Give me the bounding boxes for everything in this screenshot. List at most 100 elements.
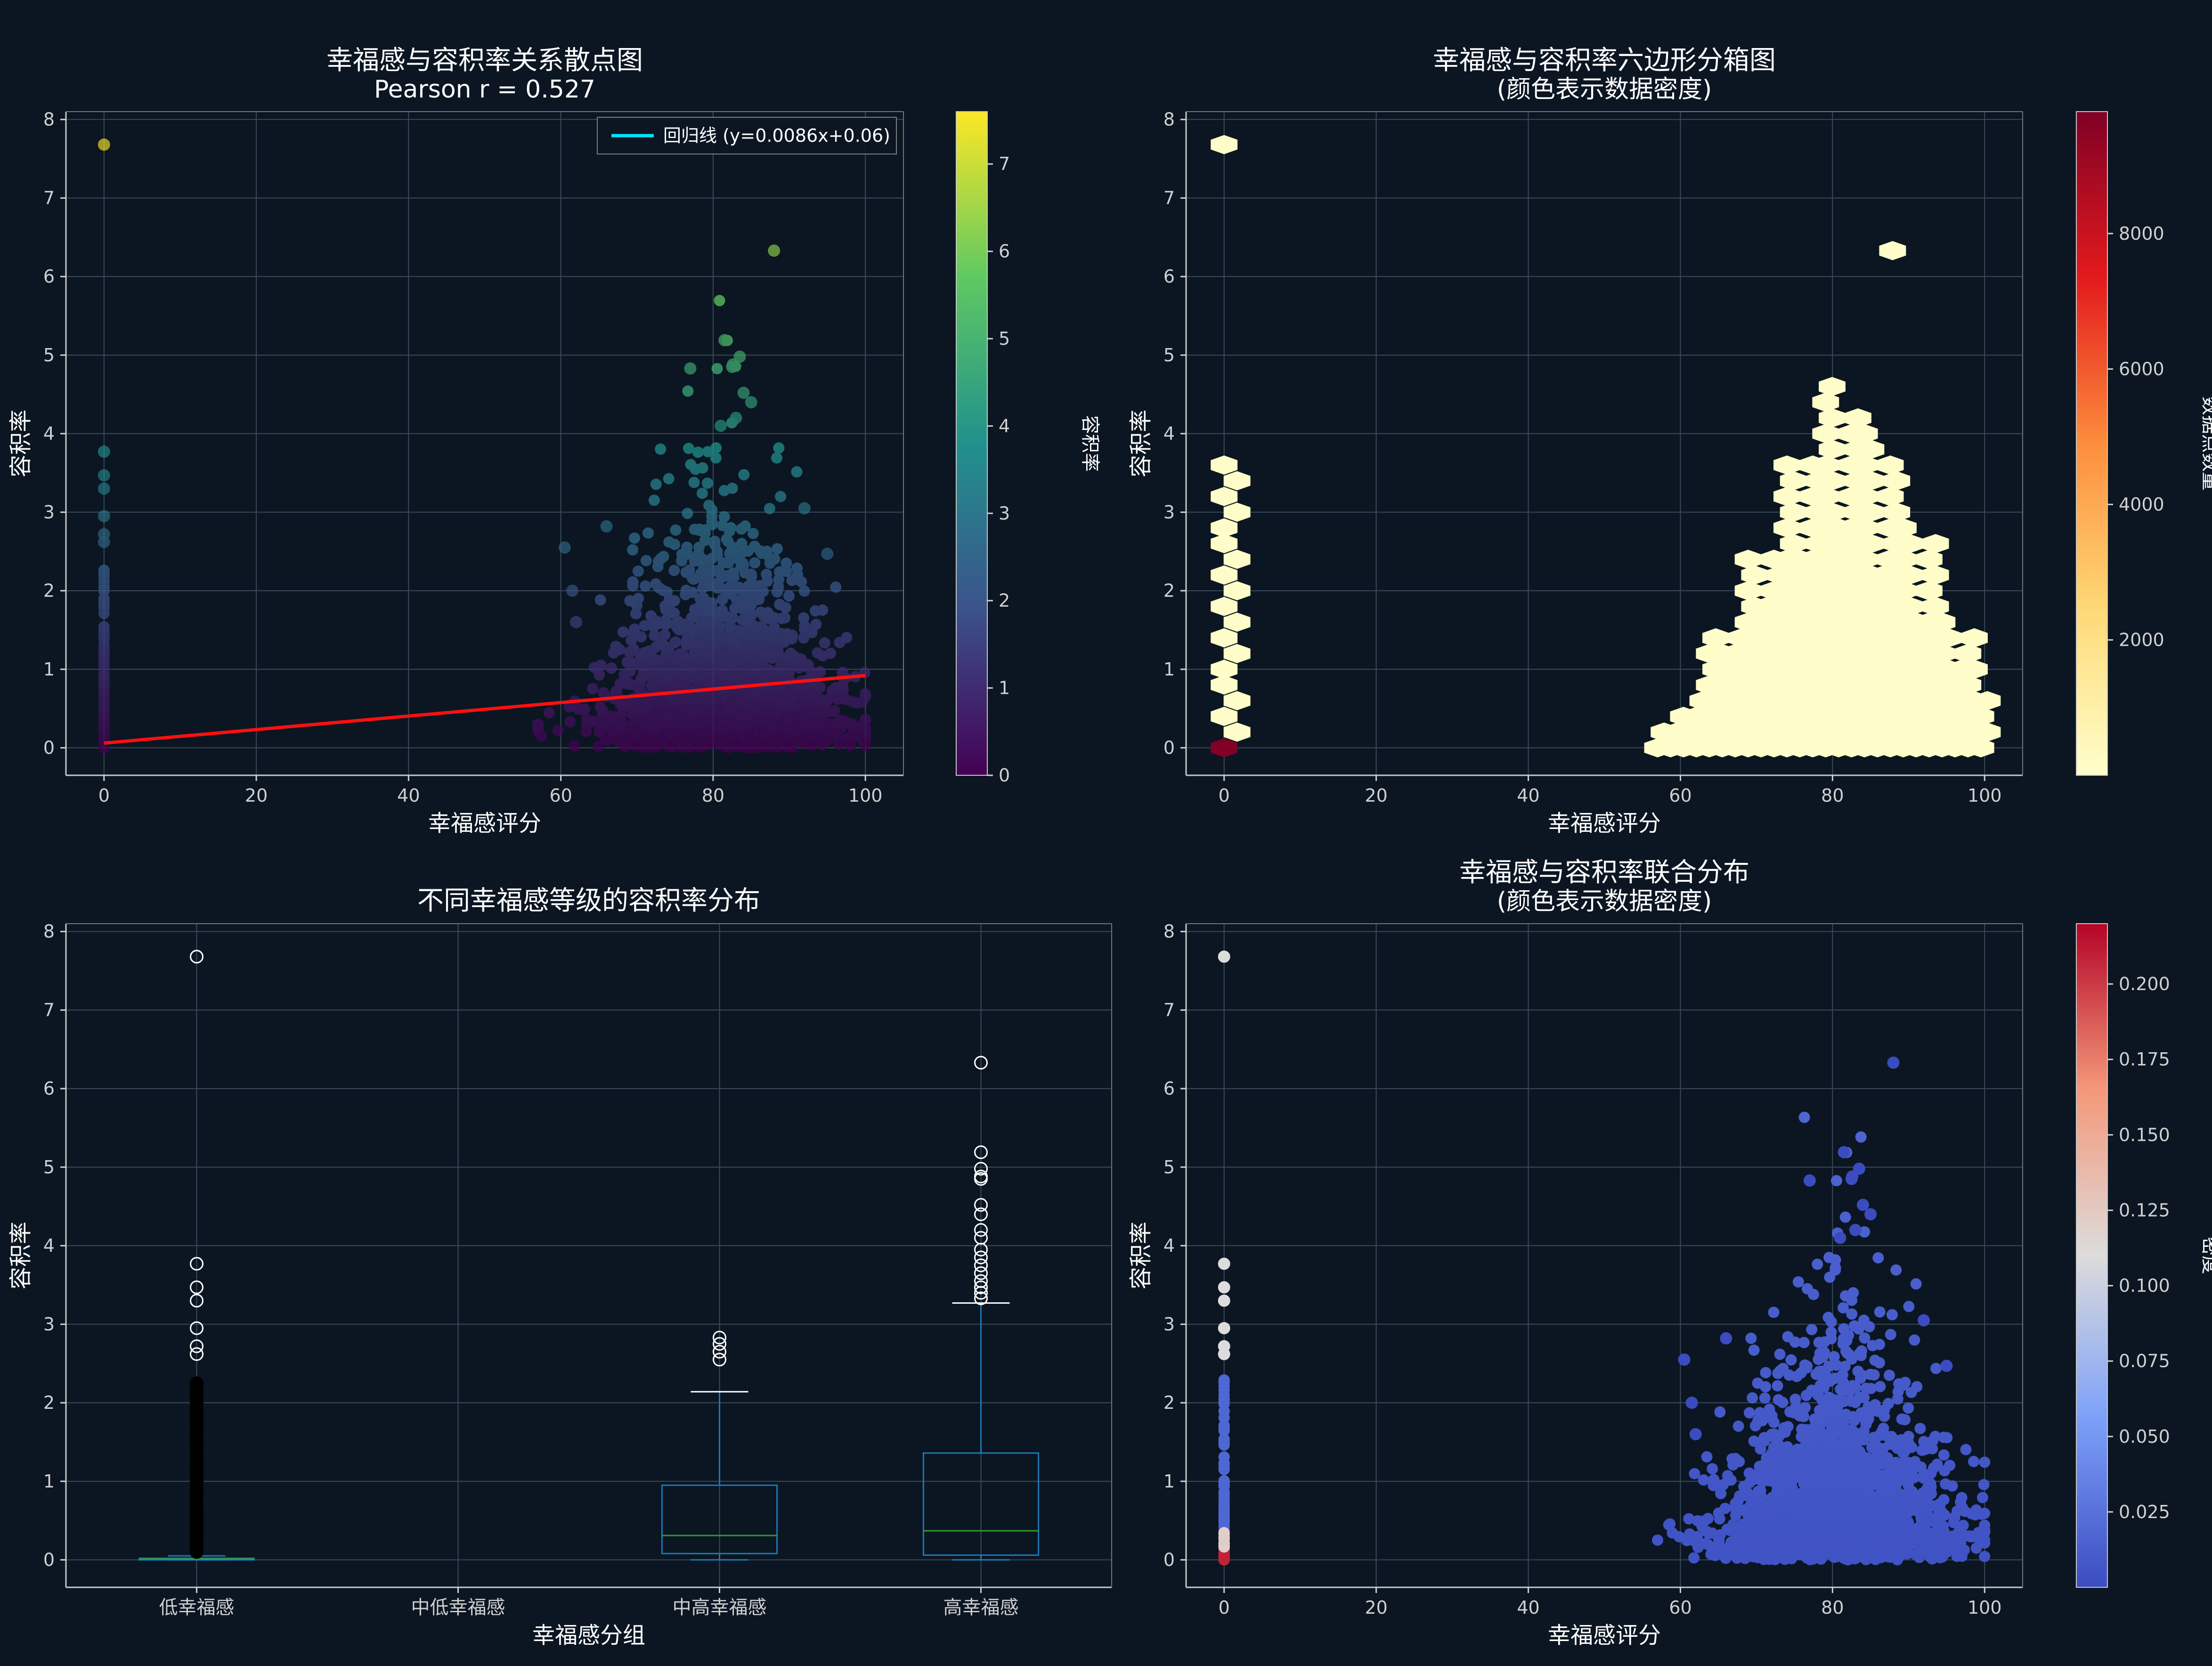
hex-2-218 xyxy=(1857,471,1885,491)
scatter-zero-point-1-92 xyxy=(98,595,110,607)
scatter-outlier-4-21 xyxy=(1685,1397,1698,1409)
colorbar-tick-label-4-5: 0.150 xyxy=(2119,1124,2170,1145)
scatter-point-1-1631 xyxy=(594,701,606,713)
ytick-label-2-7: 7 xyxy=(1163,187,1175,208)
scatter-point-4-649 xyxy=(1830,1175,1842,1187)
scatter-outlier-4-17 xyxy=(1720,1332,1732,1345)
scatter-outlier-1-1 xyxy=(98,446,110,458)
hex-2-17 xyxy=(1211,455,1238,475)
scatter-point-1-1635 xyxy=(787,689,799,701)
scatter-point-4-1286 xyxy=(1814,1379,1826,1391)
scatter-point-1-983 xyxy=(580,725,592,737)
scatter-zero-point-4-118 xyxy=(1218,1477,1230,1488)
scatter-zero-point-4-117 xyxy=(1218,1540,1230,1552)
hex-2-216 xyxy=(1857,502,1885,522)
ytick-label-4-1: 1 xyxy=(1163,1471,1175,1492)
scatter-point-1-1648 xyxy=(702,650,714,661)
xtick-label-1-0: 0 xyxy=(98,785,110,806)
scatter-point-1-1668 xyxy=(752,639,764,650)
scatter-point-4-836 xyxy=(1978,1479,1990,1490)
scatter-point-1-1692 xyxy=(707,603,718,615)
ytick-label-4-6: 6 xyxy=(1163,1078,1175,1099)
scatter-point-4-183 xyxy=(1874,1306,1886,1318)
scatter-point-4-1206 xyxy=(1830,1254,1841,1266)
scatter-point-4-1610 xyxy=(1795,1549,1807,1561)
hex-2-7 xyxy=(1223,612,1251,632)
scatter-point-4-1262 xyxy=(1714,1513,1725,1525)
scatter-point-4-413 xyxy=(1885,1329,1896,1341)
scatter-point-4-1548 xyxy=(1812,1390,1824,1401)
ytick-label-4-7: 7 xyxy=(1163,1000,1175,1020)
scatter-point-4-815 xyxy=(1929,1430,1941,1442)
scatter-outlier-4-15 xyxy=(1849,1224,1862,1236)
scatter-point-1-1489 xyxy=(700,618,712,630)
scatter-point-4-1612 xyxy=(1832,1475,1844,1487)
hex-2-317 xyxy=(1974,691,2001,710)
scatter-outlier-1-14 xyxy=(745,396,757,408)
scatter-point-1-1410 xyxy=(693,542,705,553)
scatter-point-1-785 xyxy=(776,612,788,624)
scatter-point-1-1060 xyxy=(818,708,830,720)
colorbar-tick-label-1-3: 3 xyxy=(999,503,1010,524)
scatter-point-4-1677 xyxy=(1771,1456,1782,1468)
category-label-3-1: 中低幸福感 xyxy=(411,1597,505,1618)
scatter-point-1-1388 xyxy=(753,659,765,671)
scatter-point-1-1213 xyxy=(837,680,848,691)
scatter-zero-point-1-78 xyxy=(98,622,110,634)
scatter-outlier-4-14 xyxy=(1864,1208,1877,1220)
hex-2-215 xyxy=(1851,518,1878,538)
scatter-point-4-1485 xyxy=(1869,1354,1881,1366)
scatter-zero-point-1-111 xyxy=(98,654,110,666)
scatter-point-4-1678 xyxy=(1900,1506,1911,1518)
box-flier-3-0-5 xyxy=(190,1339,203,1353)
scatter-point-4-1269 xyxy=(1859,1332,1870,1344)
scatter-point-1-1049 xyxy=(692,447,704,458)
hex-2-287 xyxy=(1915,581,1943,601)
scatter-point-1-1663 xyxy=(675,710,686,722)
colorbar-label-1: 容积率 xyxy=(1079,415,1101,472)
scatter-point-4-1693 xyxy=(1839,1508,1851,1520)
scatter-point-1-16 xyxy=(781,557,792,569)
scatter-outlier-4-7 xyxy=(1887,1056,1900,1069)
hex-2-316 xyxy=(1967,707,1994,726)
hex-2-214 xyxy=(1857,534,1885,553)
scatter-outlier-4-6 xyxy=(1218,1348,1230,1360)
scatter-point-4-111 xyxy=(1701,1451,1713,1463)
scatter-point-1-1591 xyxy=(846,718,858,730)
ytick-label-4-4: 4 xyxy=(1163,1235,1175,1256)
scatter-point-1-457 xyxy=(725,522,737,534)
scatter-point-1-1590 xyxy=(653,719,665,731)
scatter-zero-point-4-119 xyxy=(1218,1423,1230,1435)
scatter-point-1-1179 xyxy=(754,545,766,557)
box-flier-3-0-50 xyxy=(190,1545,203,1559)
scatter-point-4-1583 xyxy=(1896,1413,1908,1425)
scatter-point-4-407 xyxy=(1806,1324,1818,1335)
scatter-point-1-1385 xyxy=(702,676,714,688)
hex-2-313 xyxy=(1961,628,1988,648)
hex-2-107 xyxy=(1773,455,1800,475)
hex-2-8 xyxy=(1211,597,1238,616)
hex-2-251 xyxy=(1883,471,1911,491)
scatter-point-4-189 xyxy=(1798,1112,1810,1123)
xtick-label-4-2: 40 xyxy=(1517,1597,1539,1618)
scatter-point-1-1621 xyxy=(713,651,725,663)
ytick-label-1-7: 7 xyxy=(43,187,55,208)
scatter-zero-point-4-114 xyxy=(1218,1463,1230,1475)
colorbar-1 xyxy=(956,111,988,776)
scatter-point-4-1696 xyxy=(1858,1392,1870,1404)
hex-2-267 xyxy=(1890,518,1917,538)
scatter-zero-point-1-82 xyxy=(98,710,110,722)
scatter-point-1-808 xyxy=(624,646,635,658)
scatter-point-1-692 xyxy=(728,571,740,583)
scatter-point-4-1594 xyxy=(1827,1433,1839,1445)
scatter-point-4-1566 xyxy=(1921,1543,1933,1554)
hex-2-159 xyxy=(1819,439,1846,459)
scatter-point-4-1625 xyxy=(1825,1527,1837,1539)
xtick-label-4-1: 20 xyxy=(1365,1597,1387,1618)
scatter-point-4-1201 xyxy=(1777,1363,1789,1374)
ytick-label-3-7: 7 xyxy=(43,1000,55,1020)
scatter-point-4-1591 xyxy=(1800,1424,1812,1436)
scatter-point-1-1649 xyxy=(649,708,661,720)
scatter-outlier-4-3 xyxy=(1218,1294,1230,1307)
